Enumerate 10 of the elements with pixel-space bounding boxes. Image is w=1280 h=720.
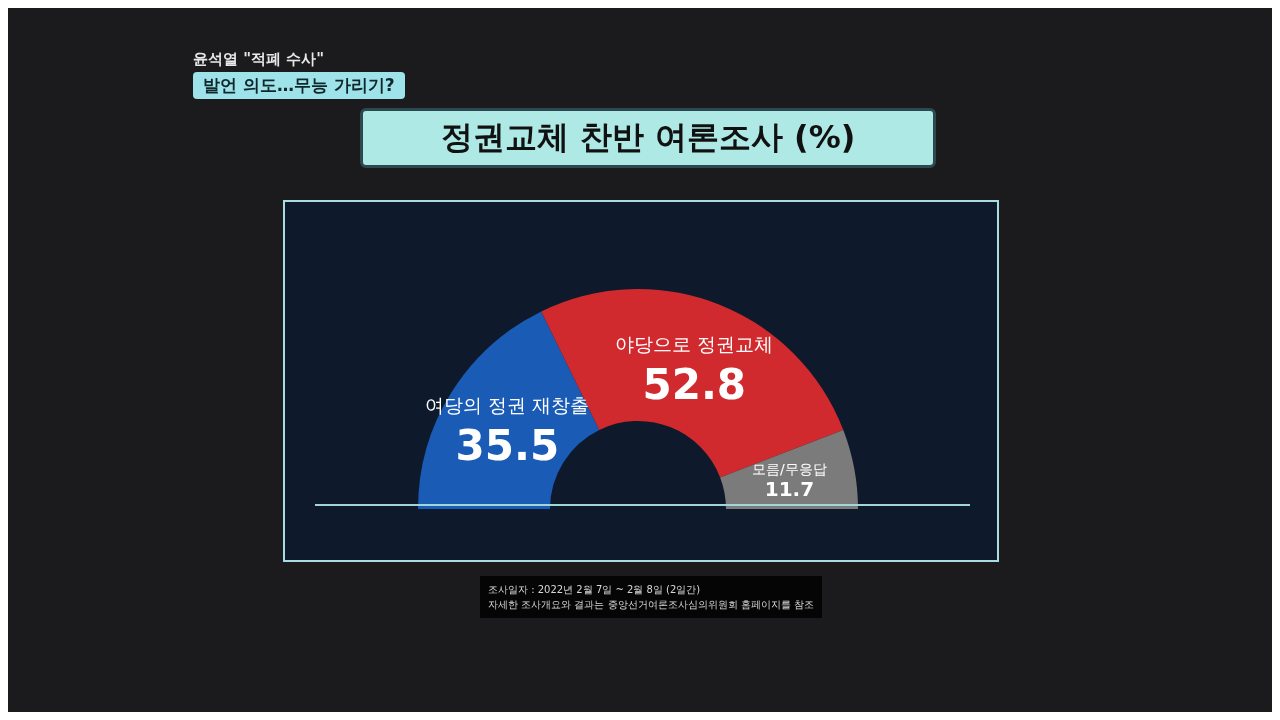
data-label: 11.7 (764, 477, 815, 502)
text: 자세한 조사개요와 결과는 중앙선거여론조사심의위원회 홈페이지를 참조 (488, 598, 814, 612)
slice-label: 모름/무응답 (752, 461, 827, 478)
chart-title: 정권교체 찬반 여론조사 (%) (360, 108, 936, 168)
text: 윤석열 "적폐 수사" (193, 50, 325, 69)
slice-label: 야당으로 정권교체 (615, 332, 774, 355)
data-label: 52.8 (642, 359, 747, 409)
text: 발언 의도…무능 가리기? (193, 72, 405, 99)
text: 조사일자 : 2022년 2월 7일 ~ 2월 8일 (2일간) (488, 583, 702, 597)
data-label: 35.5 (455, 421, 560, 471)
